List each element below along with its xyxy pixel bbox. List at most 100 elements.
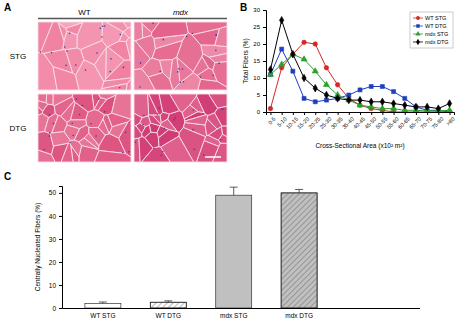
nucleus: [140, 62, 142, 64]
axis-title: Centrally Nucleated Fibers (%): [34, 203, 42, 292]
nucleus: [66, 50, 68, 52]
bar: [281, 193, 317, 308]
tick-mark: [263, 95, 266, 96]
fiber: [46, 94, 53, 105]
nucleus: [95, 135, 97, 137]
fiber: [134, 69, 155, 90]
tick-mark: [59, 308, 62, 309]
marker: [279, 61, 285, 66]
nucleus: [135, 142, 137, 144]
tick-mark: [59, 193, 62, 194]
fiber: [139, 137, 153, 162]
tick-mark: [263, 112, 266, 113]
marker: [291, 50, 295, 57]
error-cap: [230, 187, 238, 188]
nucleus: [159, 71, 161, 73]
tick: WT STG: [90, 308, 115, 319]
tick: 5: [257, 92, 266, 98]
marker: [324, 66, 329, 71]
tick: mdx STG: [220, 308, 247, 319]
tick-label: 25: [253, 24, 260, 30]
legend-label: WT STG: [425, 15, 446, 21]
nucleus: [162, 151, 164, 153]
tick-mark: [382, 112, 383, 115]
nucleus: [152, 22, 154, 24]
marker: [358, 88, 362, 92]
legend-frame: [410, 12, 453, 48]
nucleus: [180, 81, 182, 83]
nucleus: [120, 34, 122, 36]
nucleus: [49, 114, 51, 116]
tick-label: 20: [49, 259, 57, 266]
panel-label: A: [4, 2, 11, 13]
tick-label: 30: [253, 7, 260, 13]
tick-mark: [263, 27, 266, 28]
bar-hatch: [150, 302, 186, 308]
marker: [369, 98, 373, 105]
nucleus: [193, 149, 195, 151]
figure: AWTmdxSTGDTGB0510152025300-55-1010-1515-…: [0, 0, 463, 331]
tick: 40: [49, 213, 62, 220]
axis-line: [59, 187, 63, 309]
scale-bar: [205, 156, 221, 158]
nucleus: [218, 62, 220, 64]
nucleus: [186, 36, 188, 38]
series-line: [270, 42, 449, 112]
fiber: [126, 37, 131, 60]
nucleus: [51, 52, 53, 54]
marker: [280, 16, 284, 23]
legend-marker: [416, 39, 420, 45]
tick-mark: [263, 10, 266, 11]
tick-label: 10: [253, 75, 260, 81]
tick: >80: [445, 112, 456, 127]
nucleus: [182, 68, 184, 70]
axis: 0-55-1010-1515-2020-2525-3030-3535-4040-…: [267, 112, 456, 130]
row-header: STG: [10, 52, 26, 61]
bar: [150, 302, 186, 308]
nucleus: [119, 87, 121, 89]
nucleus: [79, 114, 81, 116]
nucleus: [69, 142, 71, 144]
nucleus: [125, 131, 127, 133]
tick-mark: [338, 112, 339, 115]
marker: [291, 69, 295, 73]
legend-label: WT DTG: [425, 23, 447, 29]
error-bar: [295, 189, 303, 192]
fiber: [213, 62, 227, 88]
marker: [302, 74, 306, 81]
fiber: [50, 132, 70, 146]
nucleus: [98, 98, 100, 100]
nucleus: [43, 149, 45, 151]
tick-mark: [263, 44, 266, 45]
error-bar: [164, 301, 172, 302]
axis: WT STG WT DTG mdx STG mdx DTG: [63, 308, 341, 319]
tick: 20: [253, 41, 266, 47]
marker: [425, 103, 429, 110]
fiber: [71, 102, 88, 119]
tick: 0: [257, 109, 266, 115]
tick-mark: [416, 112, 417, 115]
tick-mark: [263, 61, 266, 62]
legend-label: mdx STG: [425, 31, 448, 37]
nucleus: [203, 154, 205, 156]
tick-label: >80: [445, 116, 456, 127]
fiber: [74, 125, 89, 142]
nucleus: [221, 108, 223, 110]
nucleus: [128, 151, 130, 153]
nucleus: [81, 105, 83, 107]
nucleus: [76, 98, 78, 100]
tick-label: mdx DTG: [285, 312, 313, 319]
tick: 25: [253, 24, 266, 30]
tick-label: mdx STG: [220, 312, 247, 319]
tick-label: WT DTG: [156, 312, 182, 319]
tick-mark: [59, 239, 62, 240]
tick: mdx DTG: [285, 308, 313, 319]
tick-mark: [427, 112, 428, 115]
marker: [301, 56, 307, 61]
error-cap: [164, 300, 172, 301]
axis-title: Cross-Sectional Area (x10² m²): [315, 142, 404, 150]
legend-marker: [415, 31, 420, 36]
nucleus: [192, 33, 194, 35]
nucleus: [104, 111, 106, 113]
tick: 50: [49, 189, 62, 196]
